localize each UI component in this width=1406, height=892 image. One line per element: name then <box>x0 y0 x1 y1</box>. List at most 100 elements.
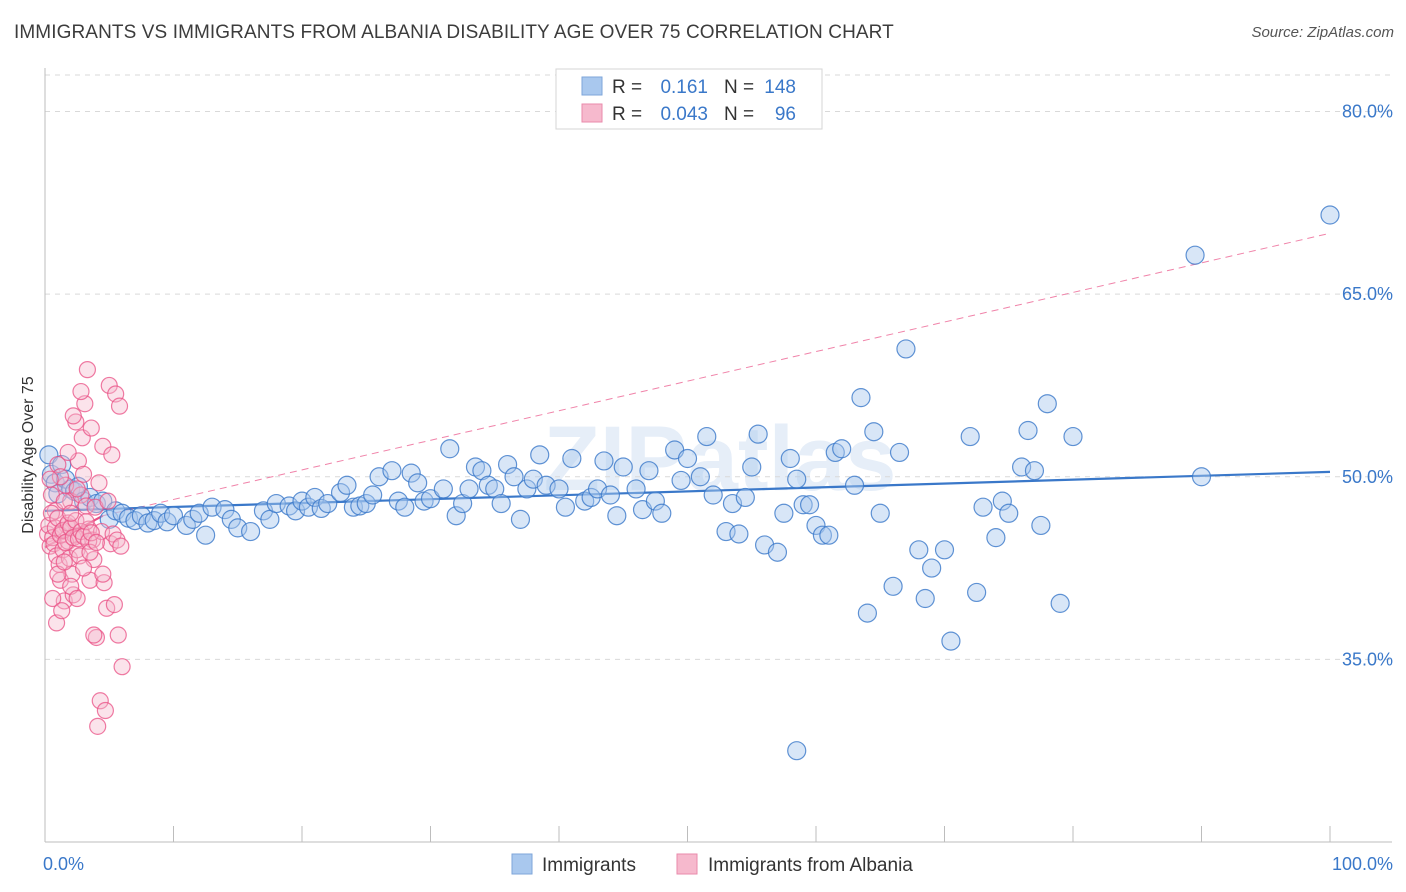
point-immigrants <box>690 467 710 487</box>
point-immigrants <box>382 461 402 481</box>
point-immigrants <box>1031 515 1051 536</box>
legend-swatch-albania <box>581 103 603 123</box>
point-albania <box>95 574 113 592</box>
point-immigrants <box>973 497 993 517</box>
point-immigrants <box>832 439 852 459</box>
legend-n-label: N = <box>724 77 754 98</box>
point-immigrants <box>844 475 865 495</box>
legend-swatch-immigrants <box>581 76 603 96</box>
point-immigrants <box>1191 467 1212 487</box>
point-albania <box>89 717 107 735</box>
point-albania <box>103 446 121 464</box>
y-tick-label: 35.0% <box>1342 649 1393 669</box>
point-immigrants <box>549 479 569 499</box>
point-immigrants <box>671 470 691 491</box>
point-immigrants <box>999 503 1019 523</box>
y-axis-title: Disability Age Over 75 <box>20 376 37 534</box>
point-immigrants <box>1185 245 1205 265</box>
point-immigrants <box>896 339 916 359</box>
trendline-albania-extrapolated <box>102 232 1331 517</box>
point-albania <box>109 626 127 644</box>
bottom-legend-albania: Immigrants from Albania <box>708 855 913 876</box>
point-immigrants <box>555 497 576 517</box>
point-immigrants <box>510 509 531 529</box>
chart-title: IMMIGRANTS VS IMMIGRANTS FROM ALBANIA DI… <box>14 22 894 43</box>
point-albania <box>74 559 93 577</box>
point-immigrants <box>131 506 151 526</box>
point-immigrants <box>941 631 961 651</box>
point-immigrants <box>645 491 665 511</box>
point-immigrants <box>703 485 723 505</box>
point-immigrants <box>793 495 813 515</box>
chart-source: Source: ZipAtlas.com <box>1251 24 1394 41</box>
point-immigrants <box>401 463 421 483</box>
point-immigrants <box>825 442 845 463</box>
point-immigrants <box>857 603 878 623</box>
bottom-legend-immigrants: Immigrants <box>542 855 636 876</box>
point-immigrants <box>806 515 826 536</box>
point-immigrants <box>889 442 910 463</box>
point-albania <box>74 465 93 483</box>
point-immigrants <box>626 479 646 499</box>
point-immigrants <box>228 518 248 538</box>
bottom-legend-swatch-immigrants <box>511 853 533 875</box>
point-immigrants <box>639 461 659 481</box>
legend-r-label: R = <box>612 104 642 125</box>
point-immigrants <box>594 451 614 471</box>
point-immigrants <box>915 588 935 609</box>
point-albania <box>64 407 82 425</box>
point-immigrants <box>285 501 306 521</box>
point-immigrants <box>767 542 788 562</box>
point-albania <box>59 443 77 462</box>
legend-r-label: R = <box>612 77 642 98</box>
point-immigrants <box>1024 461 1045 481</box>
legend-n-label: N = <box>724 104 754 125</box>
trendline-immigrants <box>44 470 1331 512</box>
point-immigrants <box>498 454 518 475</box>
point-albania <box>85 626 103 644</box>
x-tick-label: 0.0% <box>43 854 84 874</box>
point-immigrants <box>729 524 749 544</box>
point-immigrants <box>883 576 903 596</box>
point-immigrants <box>1011 457 1032 477</box>
point-albania <box>72 382 90 401</box>
point-immigrants <box>1018 420 1038 441</box>
bottom-legend-swatch-albania <box>676 853 698 875</box>
point-immigrants <box>697 426 717 447</box>
point-immigrants <box>163 506 184 526</box>
point-albania <box>99 492 117 510</box>
point-immigrants <box>536 475 556 495</box>
y-tick-label: 65.0% <box>1342 284 1393 304</box>
point-albania <box>96 701 114 720</box>
y-tick-label: 50.0% <box>1342 467 1393 487</box>
point-immigrants <box>330 482 351 503</box>
point-immigrants <box>735 487 755 508</box>
point-albania <box>44 589 62 608</box>
point-immigrants <box>613 457 633 477</box>
point-immigrants <box>600 485 621 505</box>
point-immigrants <box>1037 394 1057 414</box>
point-albania <box>91 692 109 710</box>
point-immigrants <box>478 475 498 495</box>
point-immigrants <box>420 489 441 509</box>
point-albania <box>82 419 100 437</box>
point-albania <box>87 533 106 552</box>
point-immigrants <box>446 506 466 526</box>
point-albania <box>113 658 131 676</box>
point-immigrants <box>819 525 839 545</box>
point-immigrants <box>909 540 929 560</box>
point-immigrants <box>992 491 1012 511</box>
point-albania <box>68 589 86 608</box>
point-immigrants <box>748 424 768 444</box>
point-albania <box>68 480 86 498</box>
x-tick-label: 100.0% <box>1332 854 1393 874</box>
point-immigrants <box>780 448 800 469</box>
point-immigrants <box>812 525 833 545</box>
point-albania <box>94 565 112 583</box>
point-immigrants <box>215 500 235 520</box>
point-immigrants <box>440 439 460 459</box>
point-albania <box>55 553 73 571</box>
point-immigrants <box>459 479 479 499</box>
point-immigrants <box>967 582 987 603</box>
point-immigrants <box>491 493 511 514</box>
